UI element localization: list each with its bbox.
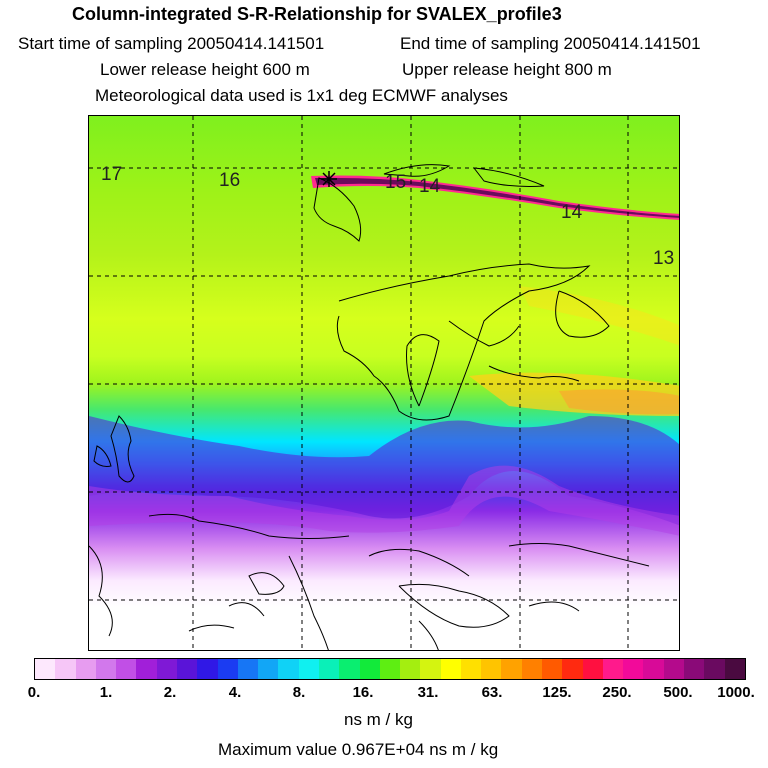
- colorbar-segment: [704, 659, 725, 679]
- colorbar-tick-label: 2.: [163, 684, 177, 701]
- start-time-text: Start time of sampling 20050414.141501: [18, 34, 325, 53]
- colorbar-segment: [379, 659, 401, 679]
- colorbar-segment: [684, 659, 705, 679]
- colorbar-segment: [298, 659, 319, 679]
- contour-label: 14: [561, 202, 583, 223]
- colorbar-tick-label: 31.: [417, 684, 439, 701]
- colorbar-segment: [359, 659, 380, 679]
- colorbar-tick-label: 8.: [292, 684, 306, 701]
- contour-label: 13: [653, 248, 675, 269]
- colorbar-segment: [136, 659, 157, 679]
- colorbar-segment: [176, 659, 198, 679]
- colorbar-tick-label: 16.: [352, 684, 374, 701]
- colorbar-tick-label: 63.: [481, 684, 503, 701]
- contour-label: 14: [419, 176, 441, 197]
- maximum-value-text: Maximum value 0.967E+04 ns m / kg: [218, 740, 499, 759]
- chart-title: Column-integrated S-R-Relationship for S…: [72, 4, 562, 24]
- colorbar-segment: [217, 659, 238, 679]
- colorbar-segment: [116, 659, 137, 679]
- colorbar-segment: [643, 659, 664, 679]
- colorbar-segment: [460, 659, 482, 679]
- colorbar-segment: [582, 659, 603, 679]
- colorbar-tick-label: 1000.: [717, 684, 755, 701]
- color-scale-bar: [34, 658, 746, 680]
- colorbar-segment: [339, 659, 360, 679]
- colorbar-segment: [663, 659, 684, 679]
- concentration-map: 17 16 15 14 14 13: [88, 115, 680, 651]
- colorbar-segment: [501, 659, 522, 679]
- colorbar-segment: [481, 659, 502, 679]
- colorbar-segment: [602, 659, 624, 679]
- colorbar-segment: [420, 659, 441, 679]
- colorbar-segment: [400, 659, 421, 679]
- purple-band-shape: [89, 416, 679, 526]
- contour-label: 17: [101, 164, 123, 185]
- colorbar-tick-label: 500.: [663, 684, 693, 701]
- colorbar-segment: [318, 659, 340, 679]
- upper-release-height-text: Upper release height 800 m: [402, 60, 612, 79]
- contour-label: 15: [385, 172, 407, 193]
- colorbar-segment: [521, 659, 543, 679]
- colorbar-segment: [156, 659, 177, 679]
- map-overlay: [89, 116, 679, 650]
- end-time-text: End time of sampling 20050414.141501: [400, 34, 701, 53]
- colorbar-segment: [55, 659, 76, 679]
- colorbar-segment: [75, 659, 96, 679]
- colorbar-tick-label: 4.: [228, 684, 242, 701]
- colorbar-tick-label: 0.: [27, 684, 41, 701]
- colorbar-segment: [440, 659, 461, 679]
- colorbar-segment: [237, 659, 259, 679]
- colorbar-segment: [724, 659, 745, 679]
- colorbar-segment: [542, 659, 563, 679]
- colorbar-segment: [258, 659, 279, 679]
- contour-label: 16: [219, 170, 241, 191]
- colorbar-segment: [623, 659, 644, 679]
- colorbar-tick-label: 250.: [602, 684, 632, 701]
- colorbar-tick-label: 1.: [99, 684, 113, 701]
- colorbar-units: ns m / kg: [344, 710, 413, 729]
- colorbar-tick-label: 125.: [542, 684, 572, 701]
- coastlines: [89, 164, 650, 650]
- receptor-marker-icon: [321, 171, 337, 187]
- plume-core-shape: [315, 177, 679, 218]
- lower-release-height-text: Lower release height 600 m: [100, 60, 310, 79]
- violet-edge-shape: [89, 465, 679, 536]
- colorbar-segment: [197, 659, 218, 679]
- met-data-text: Meteorological data used is 1x1 deg ECMW…: [95, 86, 508, 105]
- colorbar-segment: [35, 659, 56, 679]
- colorbar-segment: [278, 659, 299, 679]
- lat-lon-grid: [89, 116, 679, 650]
- colorbar-segment: [95, 659, 117, 679]
- high-region-shape: [559, 389, 679, 415]
- colorbar-segment: [562, 659, 583, 679]
